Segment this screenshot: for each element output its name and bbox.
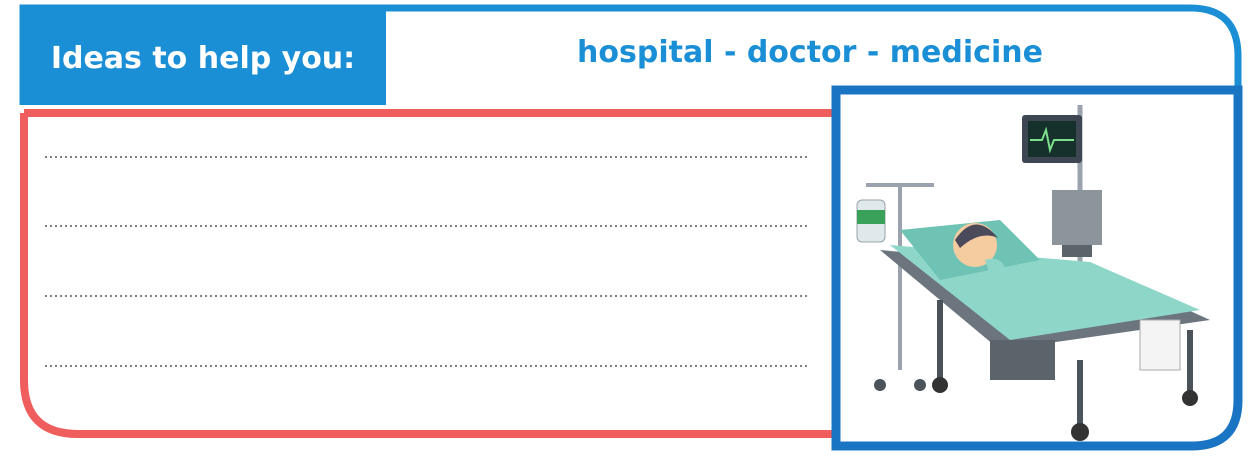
writing-lines [45, 157, 810, 366]
writing-box [24, 113, 840, 434]
header-label: Ideas to help you: [51, 41, 355, 76]
worksheet: Ideas to help you: hospital - doctor - m… [0, 0, 1248, 456]
header-ideas: hospital - doctor - medicine [577, 35, 1043, 70]
page: Ideas to help you: hospital - doctor - m… [0, 0, 1248, 456]
